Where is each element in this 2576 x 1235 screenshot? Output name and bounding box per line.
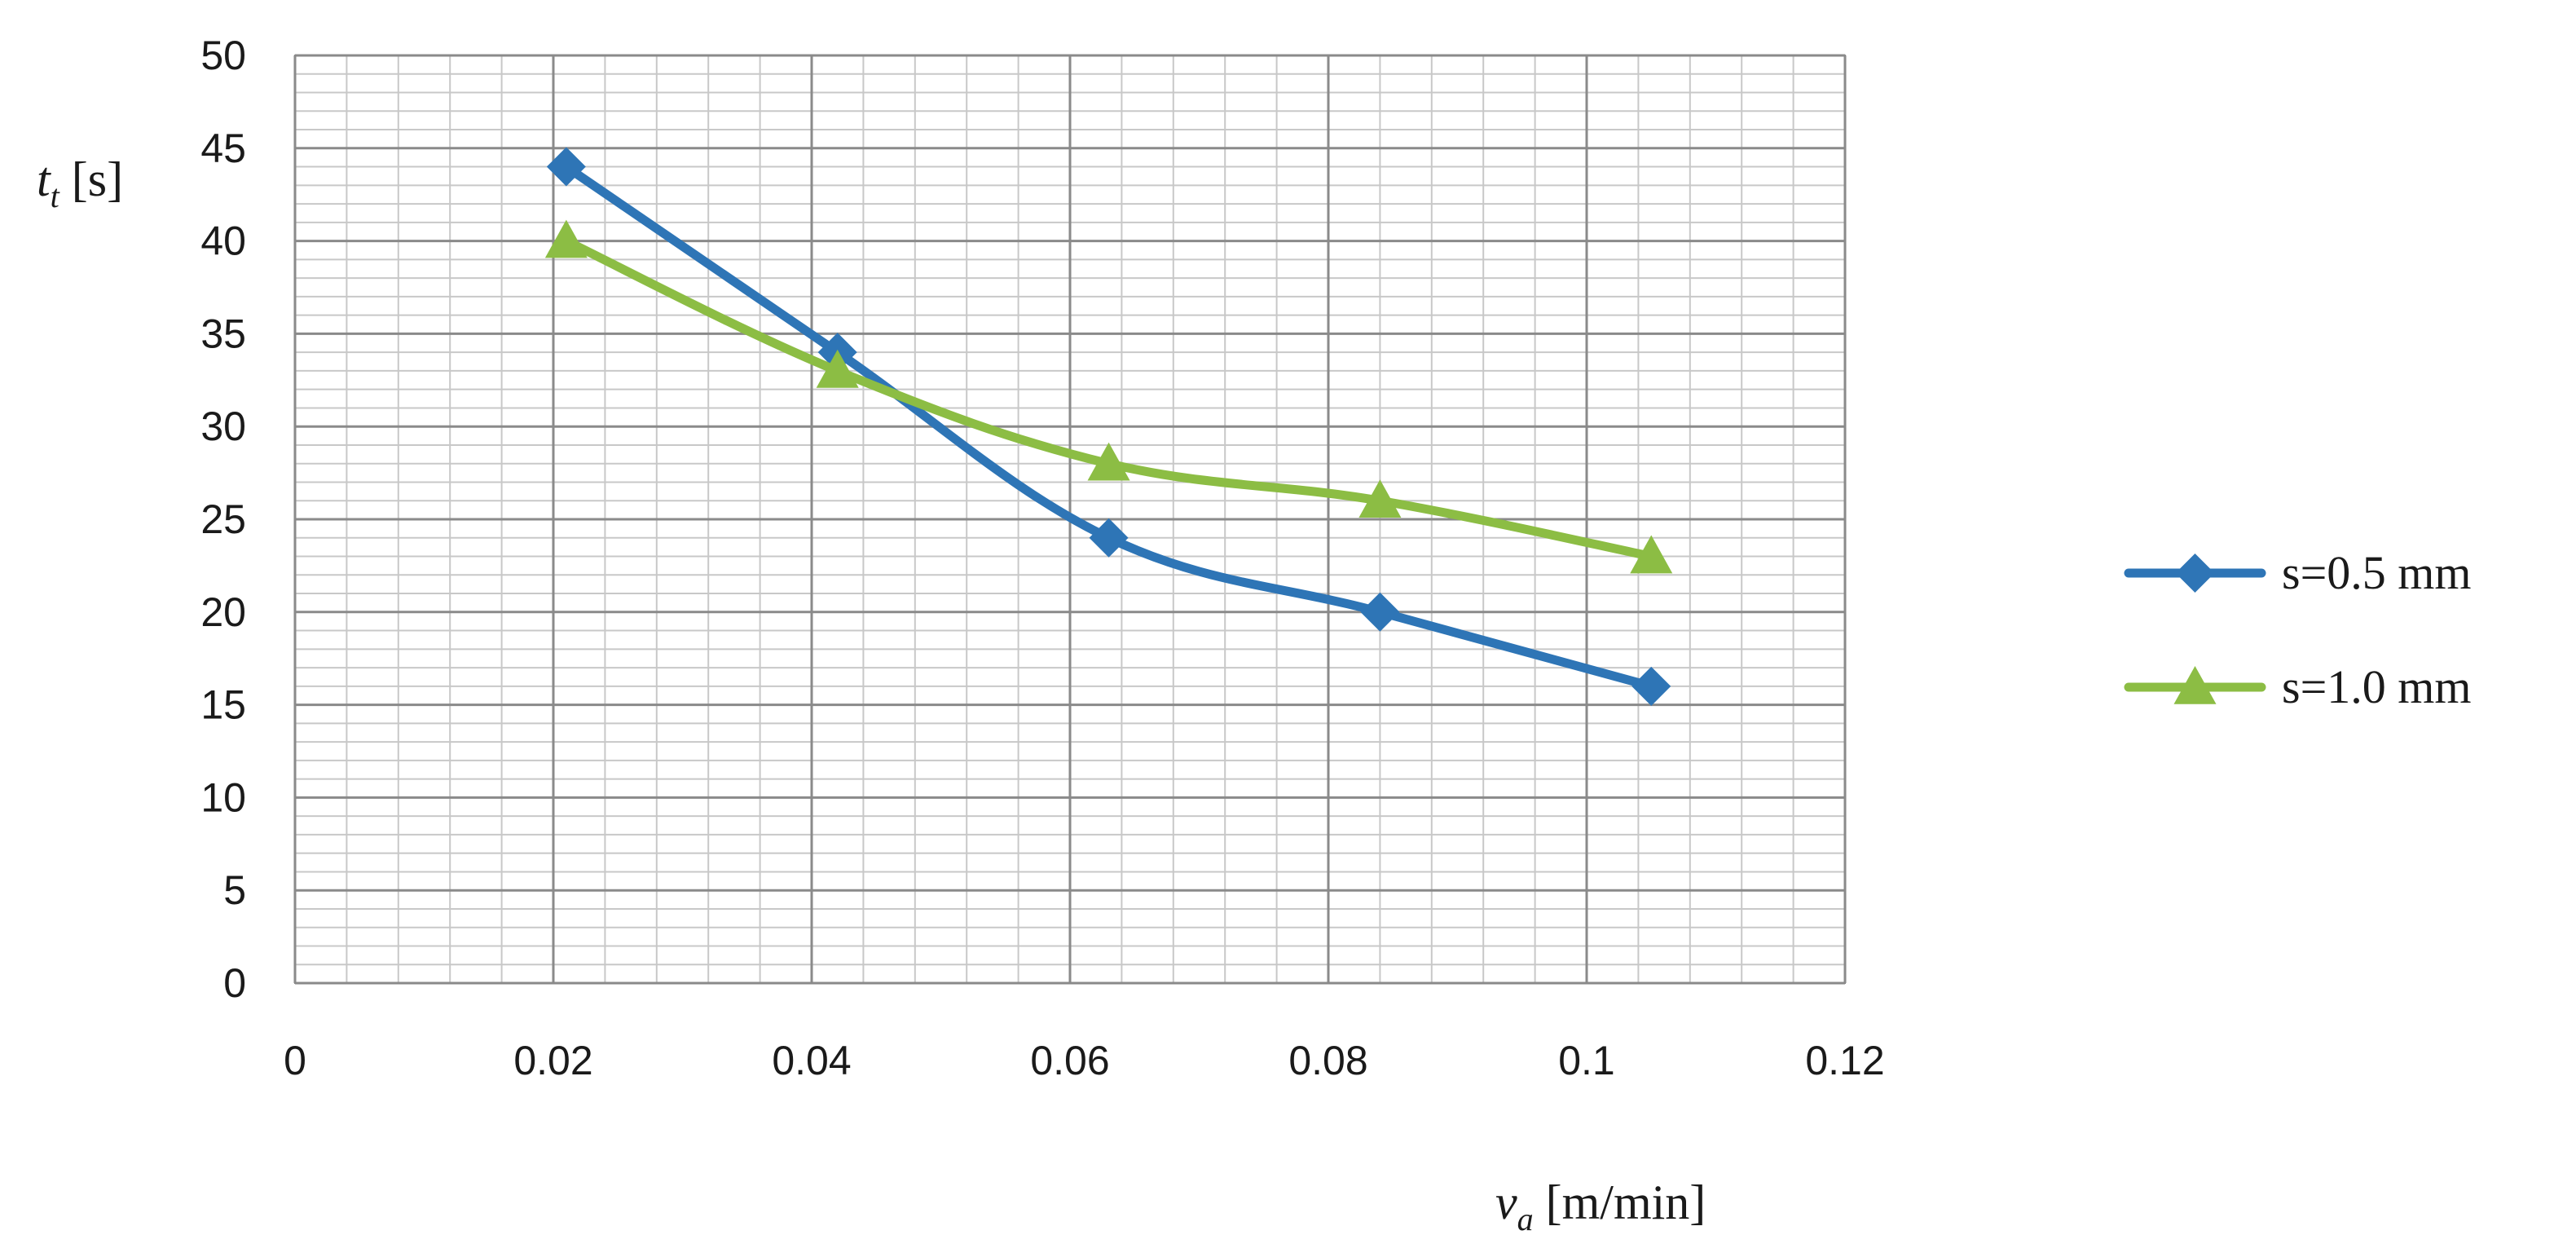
legend: s=0.5 mm s=1.0 mm	[2124, 546, 2472, 713]
x-axis-title-subscript: a	[1517, 1201, 1534, 1235]
series-point-diamond	[546, 147, 586, 187]
legend-entry: s=0.5 mm	[2124, 546, 2472, 599]
series-point-diamond	[2175, 554, 2215, 593]
legend-entry: s=1.0 mm	[2124, 660, 2472, 713]
legend-label: s=0.5 mm	[2282, 546, 2472, 599]
y-tick-label: 20	[200, 589, 246, 635]
x-tick-label: 0.12	[1805, 1038, 1884, 1083]
series-point-triangle	[2173, 666, 2217, 704]
y-tick-label: 50	[200, 33, 246, 78]
x-tick-label: 0.06	[1030, 1038, 1109, 1083]
series-point-diamond	[1089, 518, 1129, 558]
series-point-triangle	[1087, 442, 1130, 481]
series-point-triangle	[1630, 535, 1673, 574]
series-point-triangle	[816, 349, 859, 388]
y-tick-label: 5	[223, 867, 246, 913]
x-axis-title-unit: [m/min]	[1534, 1175, 1706, 1229]
x-tick-label: 0.02	[513, 1038, 592, 1083]
x-tick-label: 0	[284, 1038, 306, 1083]
series-point-diamond	[1360, 592, 1400, 632]
series-line	[561, 162, 1656, 691]
series-point-diamond	[1631, 666, 1671, 706]
series-s-1-0-mm	[544, 219, 1673, 574]
x-axis-tick-labels: 0 0.02 0.04 0.06 0.08 0.1 0.12	[284, 1038, 1885, 1083]
y-tick-label: 10	[200, 774, 246, 820]
x-axis-title: va [m/min]	[1495, 1175, 1706, 1235]
series-layer	[544, 147, 1673, 706]
y-axis-tick-labels: 0 5 10 15 20 25 30 35 40 45 50	[200, 33, 246, 1006]
y-tick-label: 35	[200, 311, 246, 356]
legend-label: s=1.0 mm	[2282, 660, 2472, 713]
y-axis-title-variable: t	[37, 152, 51, 206]
y-tick-label: 0	[223, 960, 246, 1006]
series-point-triangle	[1358, 479, 1402, 518]
plot-area-border	[294, 55, 1846, 984]
y-axis-title-subscript: t	[51, 178, 60, 214]
y-tick-label: 25	[200, 496, 246, 542]
series-point-triangle	[544, 219, 588, 258]
y-tick-label: 40	[200, 218, 246, 264]
y-tick-label: 30	[200, 404, 246, 449]
y-tick-label: 45	[200, 126, 246, 171]
x-tick-label: 0.04	[772, 1038, 851, 1083]
x-axis-title-variable: v	[1495, 1175, 1517, 1229]
x-tick-label: 0.08	[1288, 1038, 1367, 1083]
y-tick-label: 15	[200, 682, 246, 728]
y-axis-title-unit: [s]	[59, 152, 123, 206]
y-axis-title: tt [s]	[37, 152, 123, 214]
x-tick-label: 0.1	[1558, 1038, 1615, 1083]
